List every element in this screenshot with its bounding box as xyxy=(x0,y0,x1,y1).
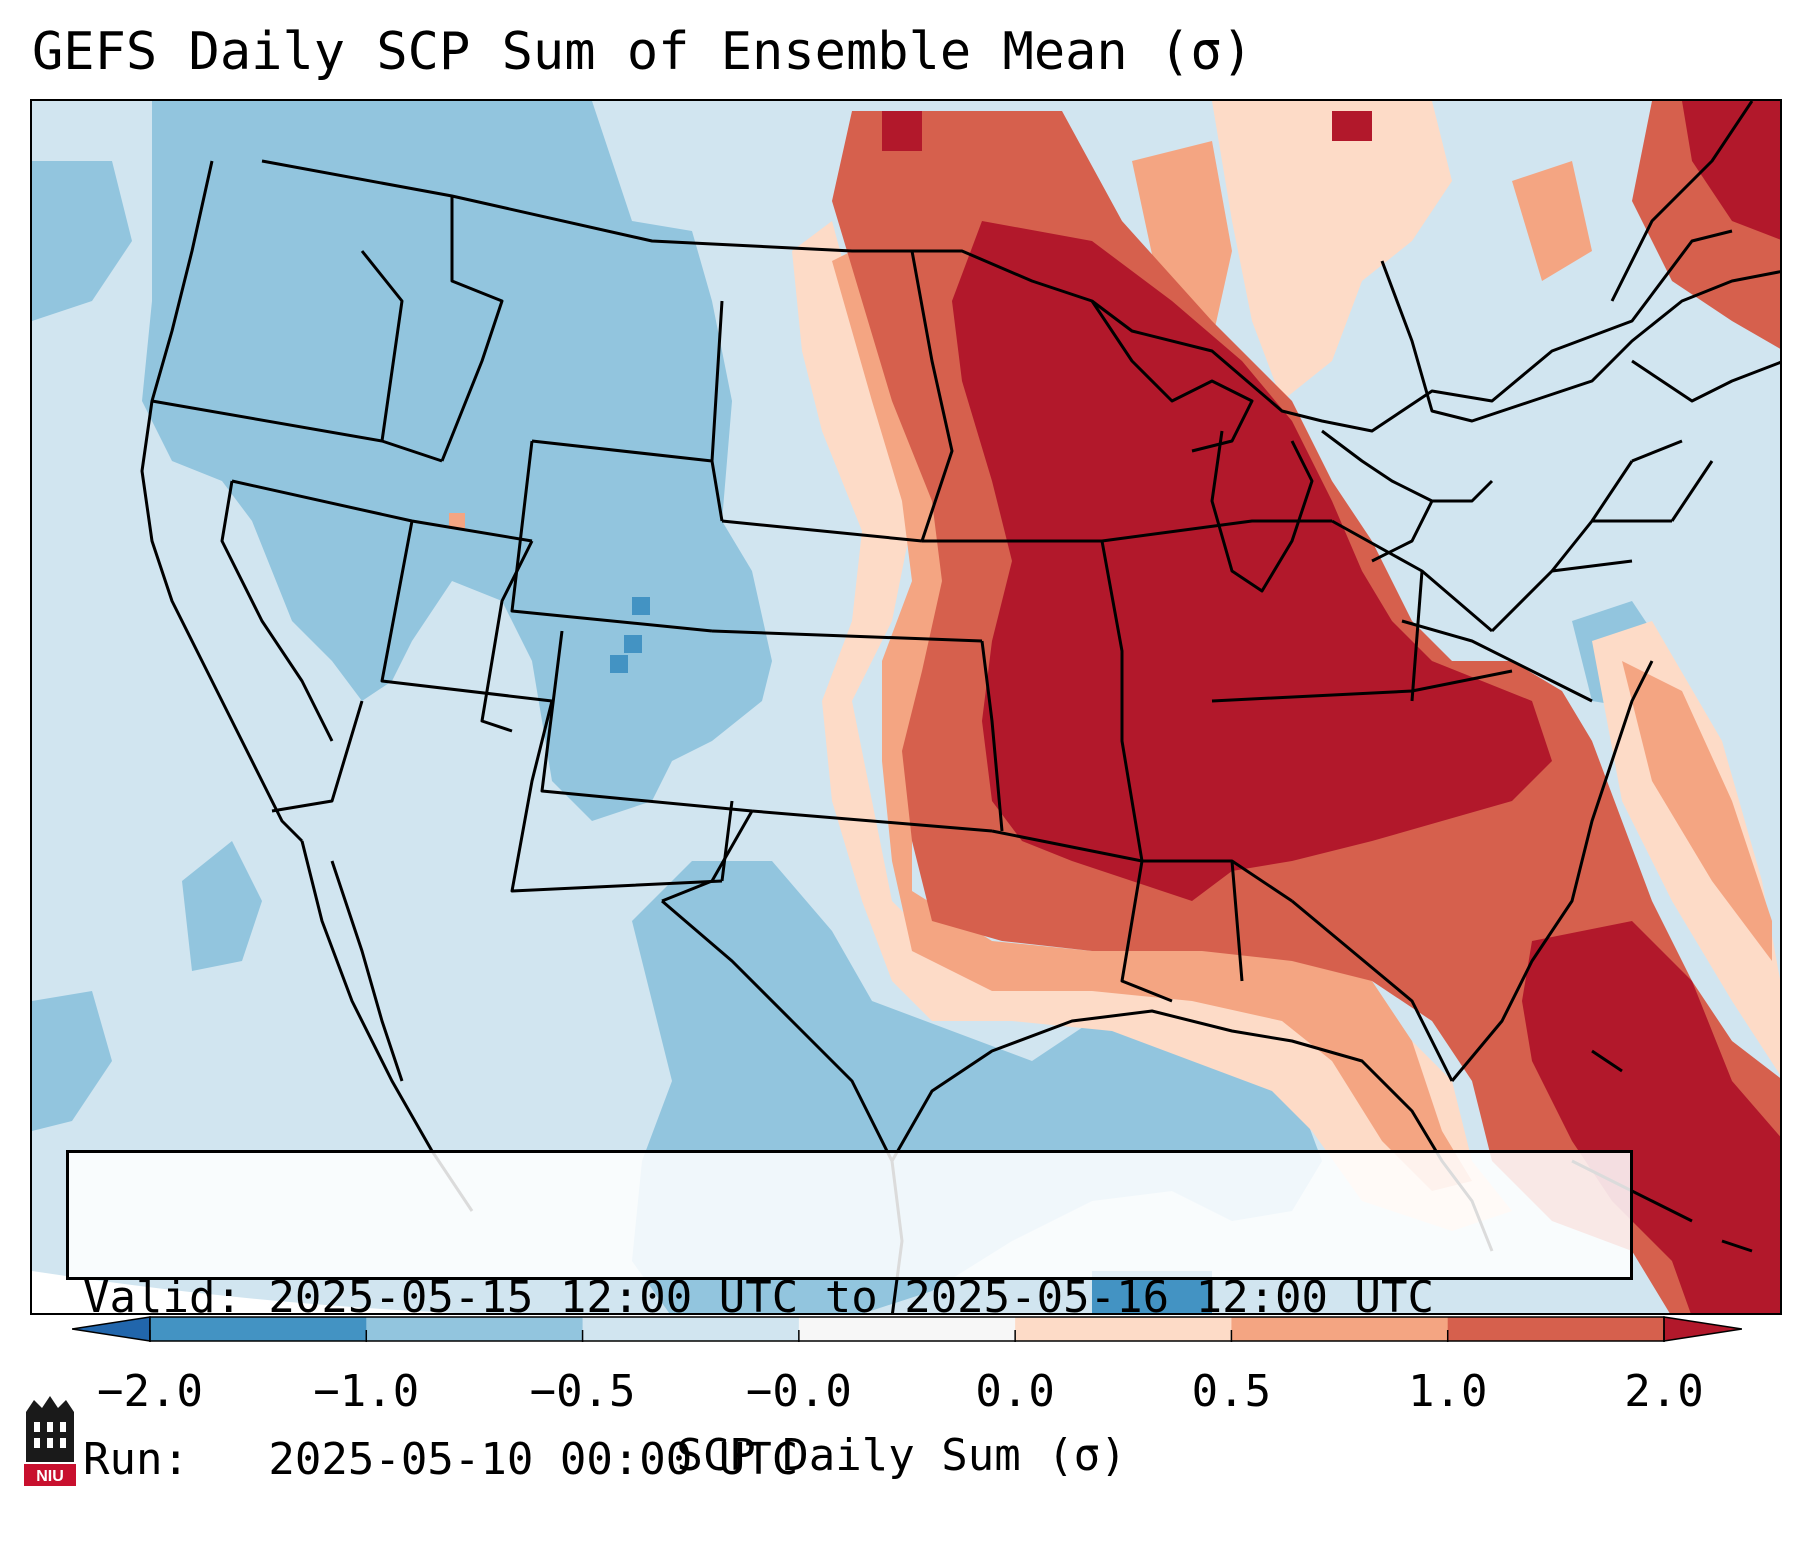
niu-logo-band xyxy=(24,1464,76,1486)
map-title: GEFS Daily SCP Sum of Ensemble Mean (σ) xyxy=(32,22,1253,82)
colorbar-bin xyxy=(1447,1317,1665,1341)
colorbar-tick-label: 0.5 xyxy=(1191,1366,1272,1417)
map-panel xyxy=(30,99,1782,1315)
colorbar xyxy=(72,1316,1742,1342)
political-borders xyxy=(140,101,1780,1313)
colorbar-tick-label: −2.0 xyxy=(97,1366,203,1417)
colorbar-outline xyxy=(149,1316,1665,1342)
colorbar-bin xyxy=(150,1317,367,1341)
colorbar-bin xyxy=(1015,1317,1232,1341)
valid-run-info-box: Valid: 2025-05-15 12:00 UTC to 2025-05-1… xyxy=(66,1150,1633,1485)
colorbar-bins xyxy=(150,1317,1665,1341)
colorbar-bin xyxy=(798,1317,1016,1341)
projection-edge xyxy=(32,1271,456,1313)
extreme-positive-core xyxy=(882,101,1780,1313)
isolated-positive-cell xyxy=(449,513,465,529)
niu-logo: NIU xyxy=(24,1396,76,1486)
negative-anomaly-west xyxy=(32,101,772,1131)
anomaly-map xyxy=(32,101,1780,1313)
svg-text:NIU: NIU xyxy=(36,1468,64,1485)
colorbar-tick-label: −0.5 xyxy=(529,1366,636,1417)
colorbar-under-triangle xyxy=(72,1316,151,1342)
valid-time-line: Valid: 2025-05-15 12:00 UTC to 2025-05-1… xyxy=(83,1272,1435,1323)
colorbar-over-triangle xyxy=(1663,1316,1742,1342)
colorbar-bin xyxy=(366,1317,584,1341)
colorbar-bin xyxy=(1231,1317,1449,1341)
colorbar-label: SCP Daily Sum (σ) xyxy=(676,1430,1127,1481)
colorbar-tick-label: 2.0 xyxy=(1624,1366,1704,1417)
colorbar-tick-label: −1.0 xyxy=(313,1366,420,1417)
colorbar-bin xyxy=(582,1317,800,1341)
colorbar-tick-label: 0.0 xyxy=(975,1366,1055,1417)
run-time-line: Run: 2025-05-10 00:00 UTC xyxy=(83,1434,799,1485)
colorbar-tick-label: −0.0 xyxy=(745,1366,852,1417)
colorbar-tick-label: 1.0 xyxy=(1407,1366,1488,1417)
